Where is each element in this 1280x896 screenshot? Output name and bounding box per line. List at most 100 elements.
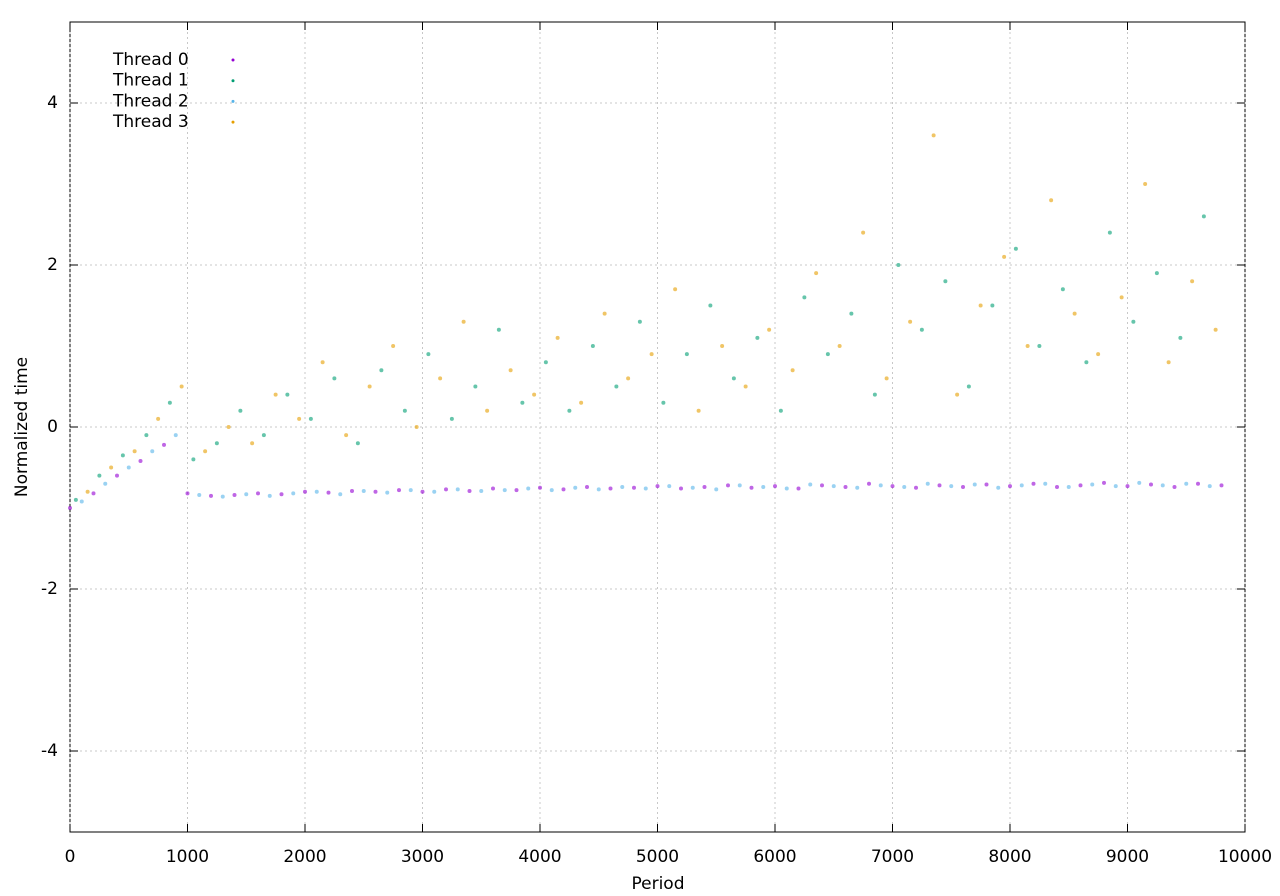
point bbox=[279, 492, 284, 497]
legend-marker bbox=[231, 99, 235, 103]
point bbox=[1172, 484, 1177, 489]
x-tick-label: 4000 bbox=[518, 847, 561, 867]
point bbox=[467, 488, 472, 493]
point bbox=[679, 486, 683, 491]
point bbox=[449, 416, 454, 421]
point bbox=[637, 319, 642, 324]
point bbox=[1196, 481, 1200, 486]
x-tick-label: 8000 bbox=[988, 847, 1031, 867]
point bbox=[661, 400, 666, 405]
y-tick-label: -2 bbox=[41, 579, 58, 599]
point bbox=[491, 486, 495, 491]
point bbox=[214, 441, 219, 446]
point bbox=[373, 489, 378, 494]
point bbox=[737, 483, 742, 488]
point bbox=[385, 490, 390, 495]
point bbox=[802, 295, 807, 300]
point bbox=[191, 457, 196, 462]
point bbox=[256, 491, 260, 496]
point bbox=[115, 473, 119, 478]
point bbox=[626, 376, 631, 381]
point bbox=[79, 499, 84, 504]
x-tick-label: 0 bbox=[65, 847, 76, 867]
point bbox=[784, 486, 789, 491]
point bbox=[173, 433, 178, 438]
point bbox=[244, 492, 249, 497]
point bbox=[1119, 295, 1124, 300]
point bbox=[1102, 480, 1106, 485]
y-tick-label: 2 bbox=[47, 255, 58, 275]
point bbox=[825, 352, 830, 357]
x-tick-label: 10000 bbox=[1218, 847, 1272, 867]
point bbox=[878, 483, 883, 488]
point bbox=[1113, 484, 1118, 489]
point bbox=[1002, 254, 1007, 259]
point bbox=[608, 486, 613, 491]
point bbox=[890, 484, 895, 489]
point bbox=[1090, 482, 1095, 487]
point bbox=[749, 485, 754, 490]
legend-marker bbox=[231, 120, 235, 124]
point bbox=[955, 392, 960, 397]
point bbox=[884, 376, 889, 381]
x-tick-label: 9000 bbox=[1106, 847, 1149, 867]
point bbox=[361, 488, 366, 493]
point bbox=[1166, 360, 1171, 365]
point bbox=[1078, 483, 1083, 488]
point bbox=[303, 489, 307, 494]
point bbox=[1008, 484, 1012, 489]
point bbox=[238, 408, 243, 413]
point bbox=[567, 408, 572, 413]
point bbox=[85, 489, 90, 494]
point bbox=[931, 133, 936, 138]
point bbox=[743, 384, 748, 389]
point bbox=[391, 344, 396, 348]
point bbox=[1184, 481, 1189, 486]
legend-label: Thread 3 bbox=[112, 112, 189, 132]
point bbox=[655, 484, 660, 489]
point bbox=[808, 482, 813, 487]
point bbox=[966, 384, 971, 389]
point bbox=[1201, 214, 1206, 219]
point bbox=[720, 344, 725, 348]
point bbox=[614, 384, 619, 389]
point bbox=[602, 311, 607, 316]
point bbox=[402, 408, 407, 413]
point bbox=[573, 485, 578, 490]
point bbox=[150, 449, 155, 454]
point bbox=[837, 344, 842, 348]
point bbox=[496, 327, 501, 332]
point bbox=[232, 493, 237, 498]
point bbox=[250, 441, 255, 446]
point bbox=[420, 489, 425, 494]
point bbox=[990, 303, 995, 308]
point bbox=[855, 485, 860, 490]
point bbox=[1125, 484, 1130, 489]
point bbox=[103, 481, 108, 486]
x-tick-label: 1000 bbox=[166, 847, 209, 867]
point bbox=[667, 484, 672, 489]
point bbox=[338, 492, 343, 497]
legend-label: Thread 0 bbox=[112, 50, 189, 70]
point bbox=[908, 319, 913, 324]
point bbox=[543, 360, 548, 365]
point bbox=[473, 384, 478, 389]
point bbox=[520, 400, 525, 405]
point bbox=[1219, 483, 1224, 488]
point bbox=[937, 483, 942, 488]
point bbox=[1019, 483, 1024, 488]
point bbox=[555, 335, 560, 340]
point bbox=[297, 416, 302, 421]
point bbox=[1084, 360, 1089, 365]
point bbox=[438, 376, 443, 381]
point bbox=[261, 433, 266, 438]
point bbox=[696, 408, 701, 413]
point bbox=[585, 484, 589, 489]
point bbox=[1031, 481, 1036, 486]
point bbox=[943, 279, 948, 284]
x-tick-label: 7000 bbox=[871, 847, 914, 867]
point bbox=[532, 392, 537, 397]
legend-label: Thread 1 bbox=[112, 71, 189, 91]
point bbox=[867, 481, 871, 486]
point bbox=[332, 376, 337, 381]
